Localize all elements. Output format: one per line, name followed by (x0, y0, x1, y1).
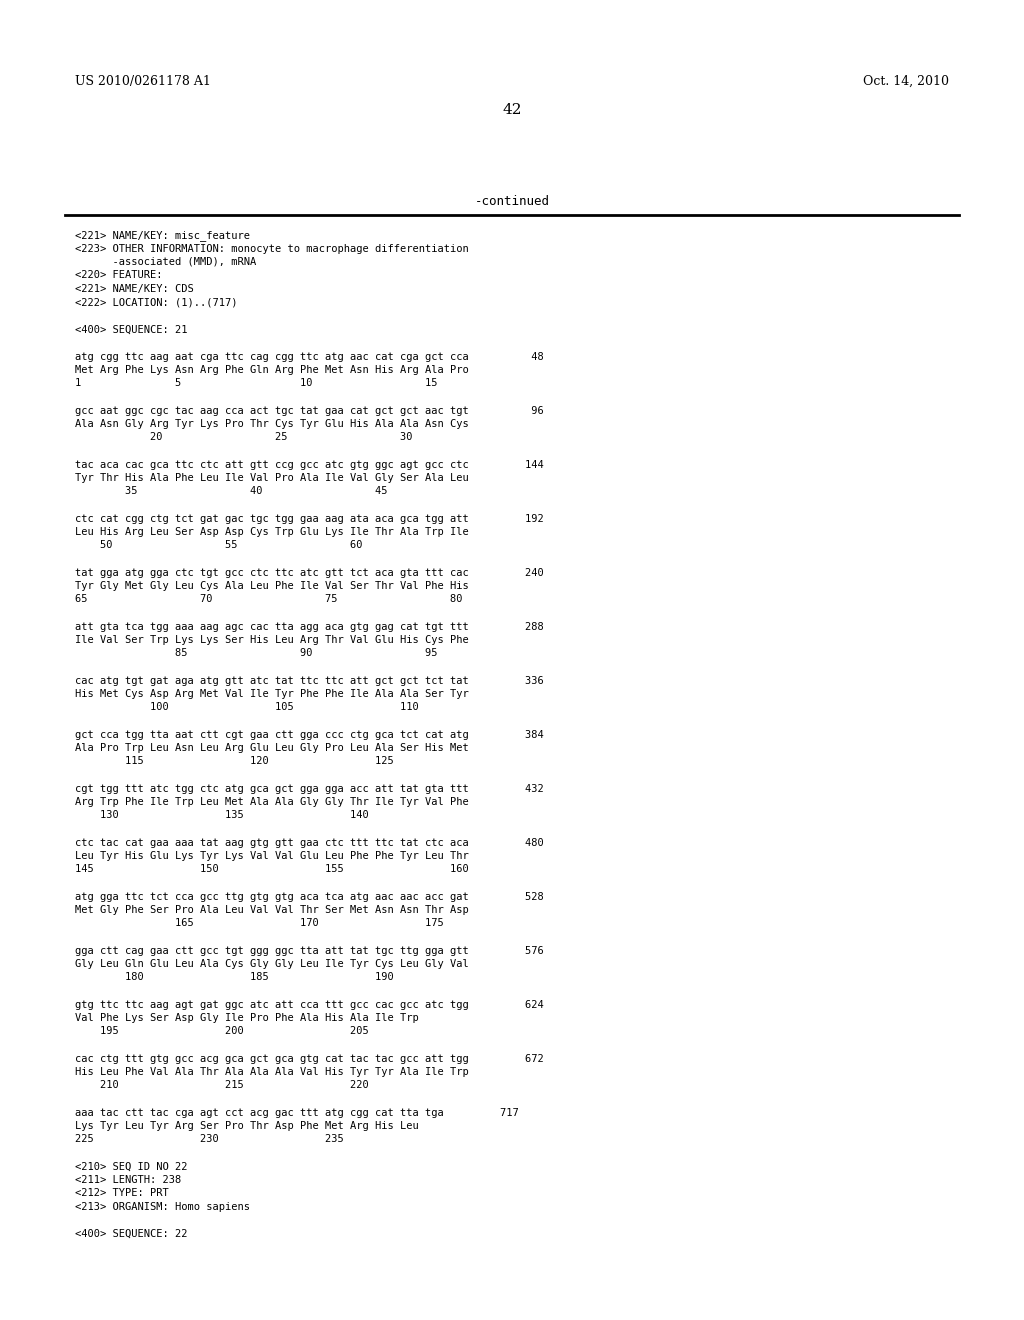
Text: <222> LOCATION: (1)..(717): <222> LOCATION: (1)..(717) (75, 297, 238, 308)
Text: 180                 185                 190: 180 185 190 (75, 973, 394, 982)
Text: -continued: -continued (474, 195, 550, 209)
Text: <213> ORGANISM: Homo sapiens: <213> ORGANISM: Homo sapiens (75, 1203, 250, 1212)
Text: <221> NAME/KEY: CDS: <221> NAME/KEY: CDS (75, 284, 194, 294)
Text: 115                 120                 125: 115 120 125 (75, 756, 394, 767)
Text: <400> SEQUENCE: 21: <400> SEQUENCE: 21 (75, 325, 187, 334)
Text: Met Arg Phe Lys Asn Arg Phe Gln Arg Phe Met Asn His Arg Ala Pro: Met Arg Phe Lys Asn Arg Phe Gln Arg Phe … (75, 366, 469, 375)
Text: 35                  40                  45: 35 40 45 (75, 487, 387, 496)
Text: Oct. 14, 2010: Oct. 14, 2010 (863, 75, 949, 88)
Text: -associated (MMD), mRNA: -associated (MMD), mRNA (75, 257, 256, 267)
Text: 165                 170                 175: 165 170 175 (75, 919, 443, 928)
Text: Tyr Gly Met Gly Leu Cys Ala Leu Phe Ile Val Ser Thr Val Phe His: Tyr Gly Met Gly Leu Cys Ala Leu Phe Ile … (75, 581, 469, 591)
Text: tat gga atg gga ctc tgt gcc ctc ttc atc gtt tct aca gta ttt cac         240: tat gga atg gga ctc tgt gcc ctc ttc atc … (75, 568, 544, 578)
Text: 100                 105                 110: 100 105 110 (75, 702, 419, 713)
Text: Met Gly Phe Ser Pro Ala Leu Val Val Thr Ser Met Asn Asn Thr Asp: Met Gly Phe Ser Pro Ala Leu Val Val Thr … (75, 906, 469, 915)
Text: Leu Tyr His Glu Lys Tyr Lys Val Val Glu Leu Phe Phe Tyr Leu Thr: Leu Tyr His Glu Lys Tyr Lys Val Val Glu … (75, 851, 469, 861)
Text: Gly Leu Gln Glu Leu Ala Cys Gly Gly Leu Ile Tyr Cys Leu Gly Val: Gly Leu Gln Glu Leu Ala Cys Gly Gly Leu … (75, 960, 469, 969)
Text: 210                 215                 220: 210 215 220 (75, 1081, 369, 1090)
Text: 42: 42 (502, 103, 522, 117)
Text: US 2010/0261178 A1: US 2010/0261178 A1 (75, 75, 211, 88)
Text: aaa tac ctt tac cga agt cct acg gac ttt atg cgg cat tta tga         717: aaa tac ctt tac cga agt cct acg gac ttt … (75, 1107, 519, 1118)
Text: Ile Val Ser Trp Lys Lys Ser His Leu Arg Thr Val Glu His Cys Phe: Ile Val Ser Trp Lys Lys Ser His Leu Arg … (75, 635, 469, 645)
Text: 145                 150                 155                 160: 145 150 155 160 (75, 865, 469, 874)
Text: <223> OTHER INFORMATION: monocyte to macrophage differentiation: <223> OTHER INFORMATION: monocyte to mac… (75, 243, 469, 253)
Text: Arg Trp Phe Ile Trp Leu Met Ala Ala Gly Gly Thr Ile Tyr Val Phe: Arg Trp Phe Ile Trp Leu Met Ala Ala Gly … (75, 797, 469, 807)
Text: Lys Tyr Leu Tyr Arg Ser Pro Thr Asp Phe Met Arg His Leu: Lys Tyr Leu Tyr Arg Ser Pro Thr Asp Phe … (75, 1121, 419, 1131)
Text: atg cgg ttc aag aat cga ttc cag cgg ttc atg aac cat cga gct cca          48: atg cgg ttc aag aat cga ttc cag cgg ttc … (75, 351, 544, 362)
Text: <210> SEQ ID NO 22: <210> SEQ ID NO 22 (75, 1162, 187, 1172)
Text: ctc cat cgg ctg tct gat gac tgc tgg gaa aag ata aca gca tgg att         192: ctc cat cgg ctg tct gat gac tgc tgg gaa … (75, 513, 544, 524)
Text: gcc aat ggc cgc tac aag cca act tgc tat gaa cat gct gct aac tgt          96: gcc aat ggc cgc tac aag cca act tgc tat … (75, 405, 544, 416)
Text: gtg ttc ttc aag agt gat ggc atc att cca ttt gcc cac gcc atc tgg         624: gtg ttc ttc aag agt gat ggc atc att cca … (75, 999, 544, 1010)
Text: <400> SEQUENCE: 22: <400> SEQUENCE: 22 (75, 1229, 187, 1239)
Text: Tyr Thr His Ala Phe Leu Ile Val Pro Ala Ile Val Gly Ser Ala Leu: Tyr Thr His Ala Phe Leu Ile Val Pro Ala … (75, 473, 469, 483)
Text: <220> FEATURE:: <220> FEATURE: (75, 271, 163, 281)
Text: Val Phe Lys Ser Asp Gly Ile Pro Phe Ala His Ala Ile Trp: Val Phe Lys Ser Asp Gly Ile Pro Phe Ala … (75, 1012, 419, 1023)
Text: <212> TYPE: PRT: <212> TYPE: PRT (75, 1188, 169, 1199)
Text: 195                 200                 205: 195 200 205 (75, 1027, 369, 1036)
Text: 225                 230                 235: 225 230 235 (75, 1134, 344, 1144)
Text: gga ctt cag gaa ctt gcc tgt ggg ggc tta att tat tgc ttg gga gtt         576: gga ctt cag gaa ctt gcc tgt ggg ggc tta … (75, 945, 544, 956)
Text: Leu His Arg Leu Ser Asp Asp Cys Trp Glu Lys Ile Thr Ala Trp Ile: Leu His Arg Leu Ser Asp Asp Cys Trp Glu … (75, 527, 469, 537)
Text: 85                  90                  95: 85 90 95 (75, 648, 437, 659)
Text: <211> LENGTH: 238: <211> LENGTH: 238 (75, 1175, 181, 1185)
Text: Ala Asn Gly Arg Tyr Lys Pro Thr Cys Tyr Glu His Ala Ala Asn Cys: Ala Asn Gly Arg Tyr Lys Pro Thr Cys Tyr … (75, 418, 469, 429)
Text: gct cca tgg tta aat ctt cgt gaa ctt gga ccc ctg gca tct cat atg         384: gct cca tgg tta aat ctt cgt gaa ctt gga … (75, 730, 544, 739)
Text: His Leu Phe Val Ala Thr Ala Ala Ala Val His Tyr Tyr Ala Ile Trp: His Leu Phe Val Ala Thr Ala Ala Ala Val … (75, 1067, 469, 1077)
Text: 20                  25                  30: 20 25 30 (75, 433, 413, 442)
Text: 1               5                   10                  15: 1 5 10 15 (75, 379, 437, 388)
Text: atg gga ttc tct cca gcc ttg gtg gtg aca tca atg aac aac acc gat         528: atg gga ttc tct cca gcc ttg gtg gtg aca … (75, 891, 544, 902)
Text: cac atg tgt gat aga atg gtt atc tat ttc ttc att gct gct tct tat         336: cac atg tgt gat aga atg gtt atc tat ttc … (75, 676, 544, 685)
Text: His Met Cys Asp Arg Met Val Ile Tyr Phe Phe Ile Ala Ala Ser Tyr: His Met Cys Asp Arg Met Val Ile Tyr Phe … (75, 689, 469, 700)
Text: cgt tgg ttt atc tgg ctc atg gca gct gga gga acc att tat gta ttt         432: cgt tgg ttt atc tgg ctc atg gca gct gga … (75, 784, 544, 793)
Text: <221> NAME/KEY: misc_feature: <221> NAME/KEY: misc_feature (75, 230, 250, 242)
Text: 50                  55                  60: 50 55 60 (75, 540, 362, 550)
Text: tac aca cac gca ttc ctc att gtt ccg gcc atc gtg ggc agt gcc ctc         144: tac aca cac gca ttc ctc att gtt ccg gcc … (75, 459, 544, 470)
Text: Ala Pro Trp Leu Asn Leu Arg Glu Leu Gly Pro Leu Ala Ser His Met: Ala Pro Trp Leu Asn Leu Arg Glu Leu Gly … (75, 743, 469, 752)
Text: 65                  70                  75                  80: 65 70 75 80 (75, 594, 463, 605)
Text: cac ctg ttt gtg gcc acg gca gct gca gtg cat tac tac gcc att tgg         672: cac ctg ttt gtg gcc acg gca gct gca gtg … (75, 1053, 544, 1064)
Text: att gta tca tgg aaa aag agc cac tta agg aca gtg gag cat tgt ttt         288: att gta tca tgg aaa aag agc cac tta agg … (75, 622, 544, 631)
Text: ctc tac cat gaa aaa tat aag gtg gtt gaa ctc ttt ttc tat ctc aca         480: ctc tac cat gaa aaa tat aag gtg gtt gaa … (75, 837, 544, 847)
Text: 130                 135                 140: 130 135 140 (75, 810, 369, 821)
